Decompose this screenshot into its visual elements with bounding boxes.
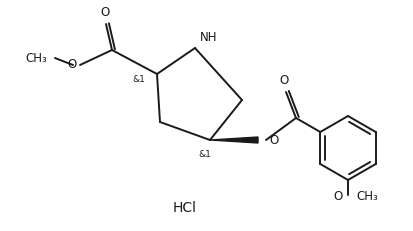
Text: O: O [68,58,77,72]
Text: O: O [279,74,289,87]
Polygon shape [210,137,258,143]
Text: NH: NH [200,31,218,44]
Text: CH₃: CH₃ [356,189,378,203]
Text: O: O [334,189,343,203]
Text: CH₃: CH₃ [25,52,47,64]
Text: &1: &1 [199,150,211,159]
Text: O: O [269,134,278,148]
Text: O: O [100,6,109,19]
Text: HCl: HCl [173,201,197,215]
Text: &1: &1 [132,76,145,85]
